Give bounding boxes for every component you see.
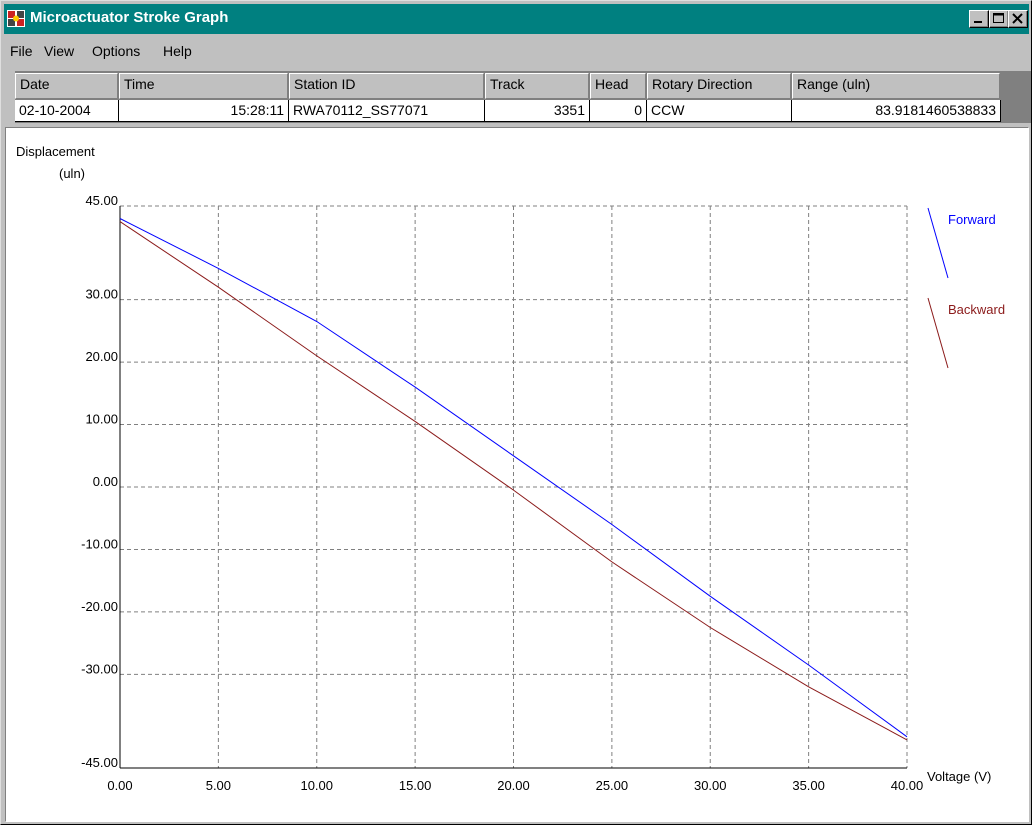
y-tick-label: 0.00 bbox=[93, 474, 118, 489]
y-tick-label: -10.00 bbox=[81, 536, 118, 551]
y-axis-label: Displacement bbox=[16, 144, 95, 159]
record-grid: Date Time Station ID Track Head Rotary D… bbox=[15, 71, 1031, 123]
window-title: Microactuator Stroke Graph bbox=[30, 9, 229, 26]
minimize-button[interactable] bbox=[969, 10, 989, 28]
x-tick-label: 25.00 bbox=[596, 778, 629, 793]
chart-panel: 45.00 30.00 20.00 10.00 0.00 -10.00 -20.00 -30.… bbox=[5, 127, 1029, 822]
cell-range[interactable]: 83.9181460538833 bbox=[792, 100, 1001, 122]
x-tick-label: 20.00 bbox=[497, 778, 530, 793]
series-line-backward bbox=[119, 221, 908, 741]
x-axis-label: Voltage (V) bbox=[927, 769, 991, 784]
legend-swatch-backward bbox=[927, 297, 949, 369]
maximize-icon bbox=[993, 13, 1004, 23]
title-bar[interactable]: Microactuator Stroke Graph bbox=[4, 4, 1029, 34]
maximize-button[interactable] bbox=[989, 10, 1009, 28]
menu-view[interactable]: View bbox=[44, 43, 75, 59]
column-header-station-id[interactable]: Station ID bbox=[289, 73, 484, 99]
column-header-rotary-direction[interactable]: Rotary Direction bbox=[647, 73, 791, 99]
close-icon bbox=[1012, 13, 1023, 24]
y-axis-unit-label: (uln) bbox=[59, 166, 85, 181]
legend-label-forward: Forward bbox=[948, 212, 996, 227]
app-icon bbox=[7, 10, 25, 27]
menu-bar: File View Options Help bbox=[4, 37, 1029, 67]
y-tick-label: 30.00 bbox=[85, 287, 118, 302]
cell-head[interactable]: 0 bbox=[590, 100, 647, 122]
y-tick-label: 45.00 bbox=[85, 193, 118, 208]
menu-file[interactable]: File bbox=[10, 43, 33, 59]
x-tick-label: 10.00 bbox=[300, 778, 333, 793]
column-header-track[interactable]: Track bbox=[485, 73, 589, 99]
y-tick-label: 20.00 bbox=[85, 349, 118, 364]
y-tick-label: -30.00 bbox=[81, 661, 118, 676]
close-button[interactable] bbox=[1008, 10, 1028, 28]
cell-station-id[interactable]: RWA70112_SS77071 bbox=[289, 100, 485, 122]
cell-rotary-direction[interactable]: CCW bbox=[647, 100, 792, 122]
column-header-time[interactable]: Time bbox=[119, 73, 288, 99]
stroke-chart: 45.00 30.00 20.00 10.00 0.00 -10.00 -20.00 -30.… bbox=[16, 144, 1005, 793]
menu-options[interactable]: Options bbox=[92, 43, 141, 59]
cell-track[interactable]: 3351 bbox=[485, 100, 590, 122]
y-tick-label: -20.00 bbox=[81, 599, 118, 614]
legend-swatch-forward bbox=[927, 207, 949, 279]
x-tick-label: 40.00 bbox=[891, 778, 924, 793]
y-tick-label: 10.00 bbox=[85, 412, 118, 427]
column-header-range[interactable]: Range (uln) bbox=[792, 73, 1000, 99]
x-tick-label: 15.00 bbox=[399, 778, 432, 793]
column-header-date[interactable]: Date bbox=[15, 73, 118, 99]
column-header-head[interactable]: Head bbox=[590, 73, 646, 99]
grid-empty-area bbox=[1013, 73, 1029, 121]
cell-time[interactable]: 15:28:11 bbox=[119, 100, 289, 122]
x-tick-label: 30.00 bbox=[694, 778, 727, 793]
y-tick-label: -45.00 bbox=[81, 755, 118, 770]
series-line-forward bbox=[119, 218, 908, 738]
x-tick-label: 0.00 bbox=[107, 778, 132, 793]
x-tick-label: 35.00 bbox=[792, 778, 825, 793]
menu-help[interactable]: Help bbox=[163, 43, 192, 59]
x-tick-label: 5.00 bbox=[206, 778, 231, 793]
cell-date[interactable]: 02-10-2004 bbox=[15, 100, 119, 122]
minimize-icon bbox=[974, 21, 982, 23]
legend-label-backward: Backward bbox=[948, 302, 1005, 317]
